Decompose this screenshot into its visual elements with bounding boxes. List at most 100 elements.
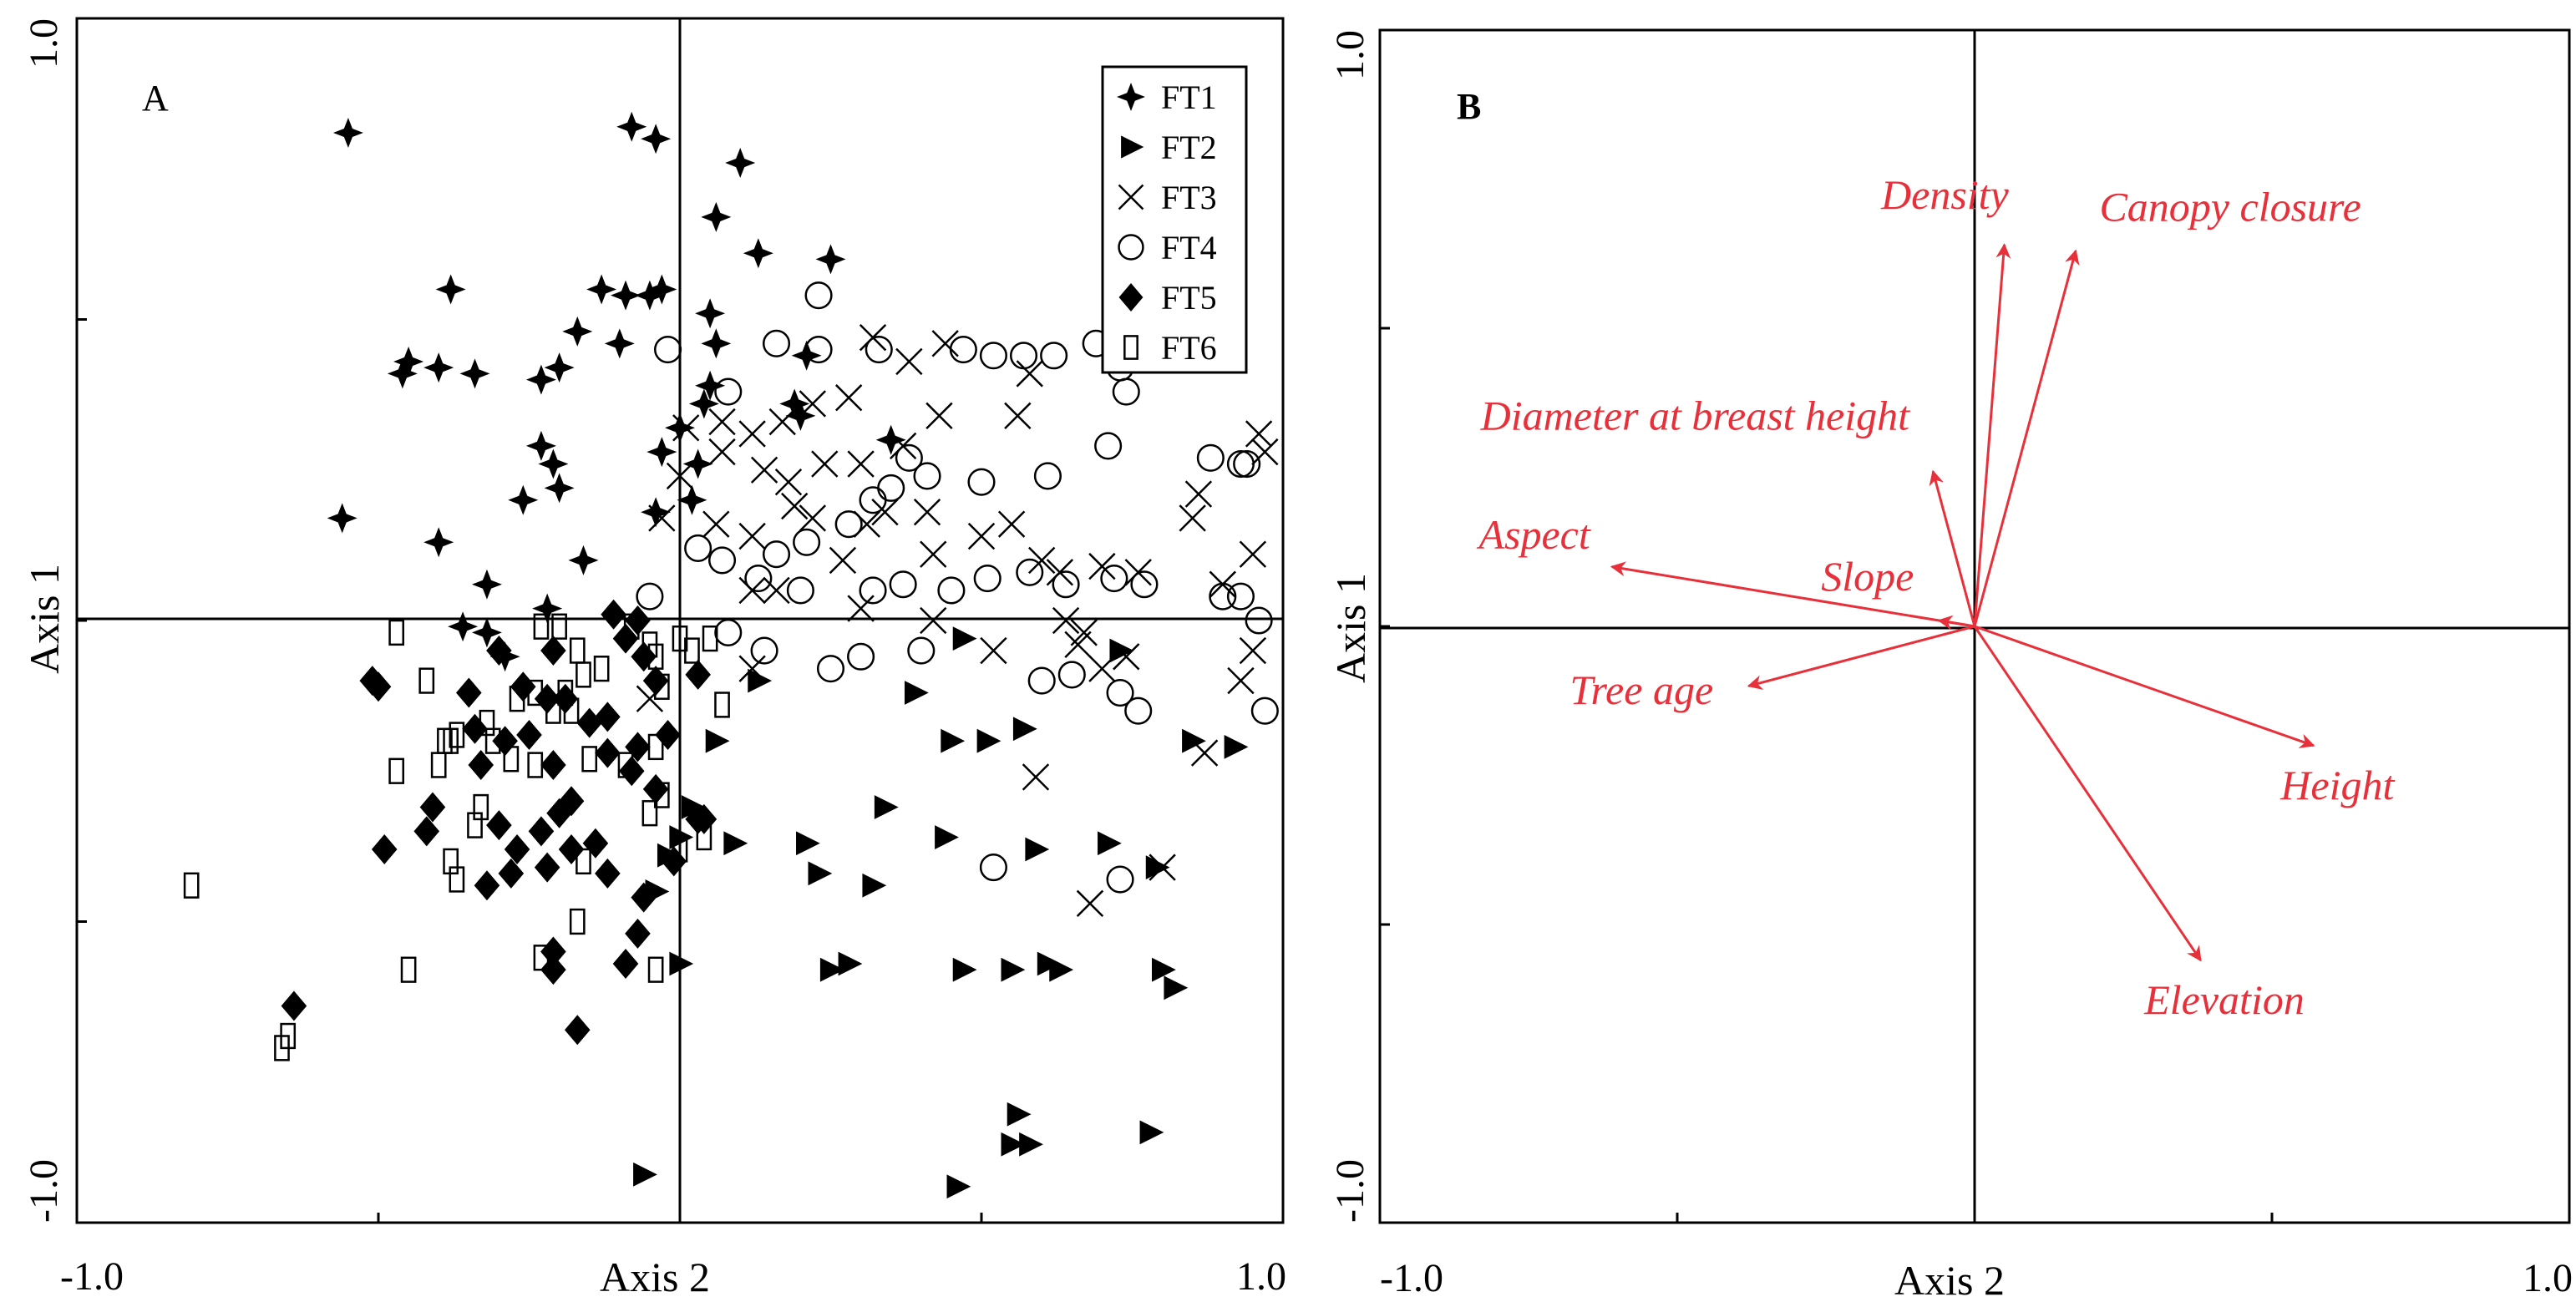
point-ft6 (696, 823, 712, 851)
point-ft6 (617, 752, 634, 778)
point-ft5 (540, 636, 566, 666)
point-ft6 (569, 637, 586, 664)
point-ft1 (423, 527, 454, 558)
panel-b-ytick-min: -1.0 (1328, 1159, 1372, 1223)
panel-a-xtick-max: 1.0 (1236, 1254, 1286, 1299)
panel-a-xlabel: Axis 2 (600, 1254, 710, 1300)
point-ft4 (895, 443, 923, 472)
point-ft2 (941, 728, 966, 753)
point-ft6 (641, 800, 658, 827)
point-ft6 (702, 625, 718, 652)
point-ft4 (865, 336, 893, 364)
point-ft1 (875, 424, 906, 455)
point-ft6 (388, 757, 405, 784)
point-ft6 (684, 637, 700, 664)
point-ft4 (1100, 564, 1128, 593)
point-ft3 (666, 462, 694, 490)
point-ft4 (762, 540, 791, 569)
point-ft6 (714, 691, 730, 718)
point-ft5 (528, 816, 555, 847)
point-ft6 (593, 656, 610, 682)
point-ft4 (1130, 570, 1159, 599)
point-ft3 (1070, 619, 1098, 646)
point-ft3 (1239, 540, 1267, 568)
point-ft3 (920, 606, 947, 635)
point-ft6 (479, 709, 495, 737)
point-ft3 (750, 456, 778, 484)
point-ft4 (750, 636, 778, 665)
point-ft2 (723, 831, 748, 856)
point-ft1 (568, 545, 599, 575)
point-ft6 (449, 722, 465, 748)
point-ft3 (738, 522, 766, 550)
point-ft1 (616, 111, 647, 142)
point-ft6 (647, 956, 664, 983)
point-ft1 (423, 352, 454, 383)
series-ft4 (636, 281, 1279, 894)
vector-arrow-diameter-at-breast-height (1929, 469, 1976, 627)
point-ft6 (503, 746, 520, 773)
point-ft5 (413, 816, 440, 847)
point-ft6 (653, 782, 670, 808)
series-ft2 (633, 626, 1249, 1199)
point-ft5 (468, 750, 494, 781)
point-ft6 (430, 752, 447, 778)
panel-a: A -1.0 1.0 Axis 2 1.0 -1.0 Axis 1 FT1 FT2… (21, 17, 1286, 1300)
panel-b-xtick-min: -1.0 (1380, 1256, 1443, 1300)
point-ft3 (847, 595, 875, 622)
point-ft3 (920, 540, 947, 568)
point-ft2 (808, 861, 833, 886)
point-ft1 (508, 484, 539, 515)
point-ft2 (796, 831, 820, 856)
point-ft1 (448, 611, 479, 642)
panel-a-xtick-min: -1.0 (60, 1254, 124, 1299)
legend-marker-ft5 (1118, 283, 1143, 312)
point-ft4 (967, 468, 996, 496)
point-ft3 (1076, 889, 1104, 918)
panel-a-ticks (75, 17, 1285, 1224)
point-ft5 (631, 882, 657, 913)
point-ft6 (509, 686, 525, 712)
point-ft5 (516, 719, 542, 750)
point-ft1 (327, 503, 357, 534)
point-ft4 (949, 336, 977, 364)
point-ft1 (611, 280, 641, 311)
point-ft4 (793, 528, 821, 556)
point-ft5 (498, 858, 525, 889)
point-ft6 (551, 613, 567, 640)
point-ft1 (682, 448, 713, 479)
point-ft6 (563, 697, 580, 724)
point-ft6 (274, 1035, 290, 1061)
vector-label-diameter-at-breast-height: Diameter at breast height (1480, 392, 1910, 438)
point-ft6 (527, 752, 544, 778)
point-ft4 (847, 642, 875, 671)
vector-label-elevation: Elevation (2143, 976, 2305, 1023)
point-ft4 (654, 336, 682, 364)
point-ft1 (459, 358, 490, 389)
point-ft5 (685, 803, 711, 834)
point-ft6 (569, 908, 586, 935)
point-ft5 (540, 936, 566, 967)
point-ft4 (1112, 377, 1140, 406)
point-ft4 (859, 486, 887, 514)
point-ft3 (829, 546, 857, 575)
point-ft3 (1179, 504, 1206, 532)
point-ft5 (625, 918, 651, 949)
point-ft6 (647, 733, 664, 761)
point-ft6 (388, 619, 405, 646)
point-ft4 (1016, 558, 1044, 586)
point-ft4 (816, 655, 845, 683)
panel-b-xlabel: Axis 2 (1894, 1257, 2005, 1304)
point-ft5 (371, 833, 398, 864)
point-ft1 (641, 124, 672, 155)
point-ft3 (1113, 643, 1140, 671)
point-ft4 (714, 618, 743, 646)
point-ft6 (449, 866, 465, 893)
point-ft5 (612, 948, 639, 979)
point-ft5 (625, 732, 651, 762)
point-ft4 (1124, 697, 1153, 725)
point-ft1 (779, 388, 810, 419)
point-ft1 (471, 569, 502, 600)
point-ft6 (576, 661, 591, 688)
point-ft1 (562, 316, 593, 347)
